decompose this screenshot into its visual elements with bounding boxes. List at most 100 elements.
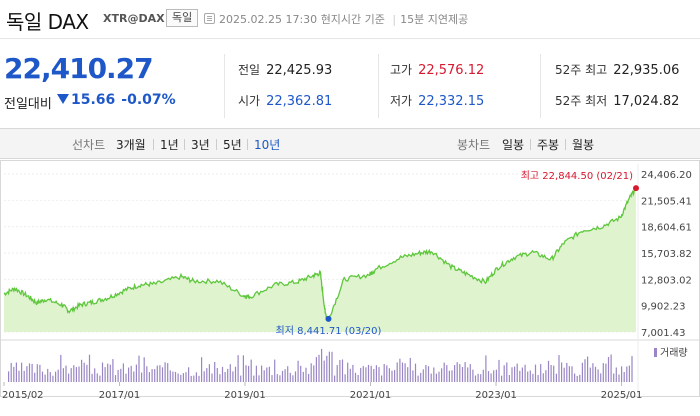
country-badge[interactable]: 독일: [166, 9, 199, 27]
stat-label: 52주 최저: [555, 94, 608, 108]
volume-bar: [482, 369, 484, 382]
volume-bar: [294, 371, 297, 382]
volume-bar: [537, 375, 539, 382]
candle-daily[interactable]: 일봉: [502, 138, 525, 152]
datetime-text: 2025.02.25 17:30: [219, 13, 318, 26]
delay-text: 15분 지연제공: [400, 13, 469, 26]
volume-bar: [508, 375, 510, 382]
volume-bar: [420, 372, 422, 382]
volume-bar: [310, 363, 312, 382]
period-1y[interactable]: 1년: [160, 138, 179, 152]
volume-bar: [487, 371, 490, 382]
volume-bar: [469, 364, 471, 382]
volume-bar: [177, 373, 179, 382]
volume-bar: [266, 367, 268, 382]
volume-bar: [151, 369, 153, 382]
volume-bar: [615, 367, 617, 382]
volume-bar: [23, 370, 25, 382]
time-basis-text: 현지시간 기준: [320, 13, 385, 26]
y-tick-label: 18,604.61: [641, 223, 692, 234]
period-3y[interactable]: 3년: [191, 138, 210, 152]
volume-bar: [234, 366, 237, 382]
volume-bar: [383, 364, 385, 382]
volume-bar: [498, 359, 500, 382]
volume-bar: [167, 363, 169, 382]
y-tick-label: 24,406.20: [641, 170, 692, 181]
volume-bar: [597, 369, 599, 382]
volume-bar: [443, 362, 445, 382]
volume-bar: [34, 372, 36, 382]
volume-bar: [154, 369, 156, 382]
volume-bar: [631, 356, 633, 382]
toolbar-separator: [184, 139, 185, 150]
volume-bar: [459, 364, 461, 382]
stat-value: 22,362.81: [266, 94, 333, 109]
period-5y[interactable]: 5년: [223, 138, 242, 152]
volume-bar: [99, 375, 101, 382]
volume-bar: [347, 362, 349, 382]
stat-value: 17,024.82: [613, 94, 680, 109]
volume-bar: [412, 370, 414, 382]
volume-bar: [467, 367, 469, 382]
volume-bar: [65, 365, 67, 382]
volume-bar: [409, 357, 411, 382]
volume-bar: [493, 370, 495, 382]
volume-bar: [477, 373, 479, 382]
volume-bar: [114, 375, 117, 382]
volume-bar: [169, 370, 171, 382]
min-point-marker: [325, 315, 332, 322]
volume-bar: [521, 367, 523, 382]
volume-bar: [344, 374, 346, 382]
volume-bar: [326, 355, 328, 382]
volume-bar: [143, 357, 145, 382]
candle-weekly[interactable]: 주봉: [537, 138, 560, 152]
volume-bar: [542, 373, 544, 382]
volume-bar: [571, 366, 573, 382]
toolbar-separator: [153, 139, 154, 150]
volume-bar: [224, 372, 226, 382]
page-header: 독일 DAX XTR@DAX 독일 2025.02.25 17:30 현지시간 …: [0, 0, 700, 38]
volume-bar: [161, 367, 164, 382]
volume-bar: [378, 367, 380, 382]
volume-bar: [242, 355, 244, 382]
stat-label: 시가: [238, 94, 261, 108]
stat-label: 52주 최고: [555, 63, 608, 77]
candle-monthly[interactable]: 월봉: [572, 138, 595, 152]
volume-bar: [550, 365, 552, 382]
volume-bar: [281, 370, 284, 382]
stat-value: 22,576.12: [418, 63, 485, 78]
volume-bar: [13, 366, 15, 382]
index-symbol: XTR@DAX: [103, 12, 165, 25]
volume-bar: [349, 368, 351, 382]
change-percent: -0.07%: [121, 92, 176, 108]
volume-bar: [331, 351, 333, 382]
stat-prev-close: 전일 22,425.93: [238, 61, 332, 78]
volume-bar: [18, 370, 20, 382]
y-tick-label: 9,902.23: [641, 302, 686, 313]
volume-bar: [545, 370, 547, 382]
period-3m[interactable]: 3개월: [116, 138, 146, 152]
volume-bar: [566, 362, 568, 382]
volume-legend-label: 거래량: [660, 347, 688, 359]
volume-bar: [589, 367, 591, 382]
volume-bar: [122, 363, 124, 382]
volume-bar: [104, 367, 106, 382]
volume-bar: [396, 362, 398, 382]
volume-bar: [516, 363, 518, 382]
volume-bar: [96, 373, 98, 382]
period-10y[interactable]: 10년: [254, 138, 281, 152]
volume-bar: [480, 374, 482, 382]
volume-bar: [321, 348, 323, 382]
volume-bar: [579, 374, 581, 382]
volume-bar: [318, 354, 320, 382]
stat-label: 전일: [238, 63, 261, 77]
volume-bar: [367, 364, 370, 382]
volume-bar: [425, 365, 427, 382]
volume-bars: 거래량: [8, 347, 688, 382]
volume-bar: [600, 373, 602, 382]
stats-divider: [378, 54, 379, 118]
y-axis-labels: 24,406.20 21,505.41 18,604.61 15,703.82 12,8…: [641, 170, 692, 339]
volume-bar: [574, 373, 576, 382]
volume-bar: [610, 354, 612, 382]
volume-bar: [227, 368, 229, 382]
